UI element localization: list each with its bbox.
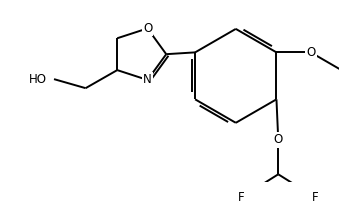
Text: HO: HO: [29, 73, 47, 86]
Text: F: F: [312, 191, 319, 202]
Text: O: O: [306, 46, 315, 59]
Text: O: O: [143, 22, 152, 35]
Text: F: F: [238, 191, 245, 202]
Text: O: O: [274, 134, 283, 146]
Text: N: N: [143, 74, 152, 86]
